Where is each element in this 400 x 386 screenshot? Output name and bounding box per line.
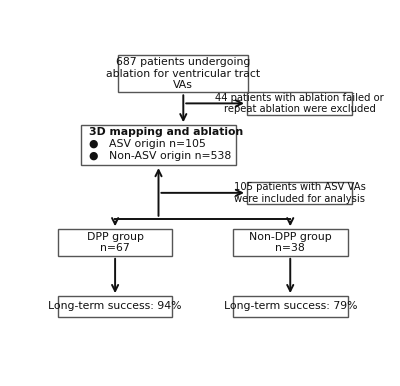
FancyBboxPatch shape — [58, 296, 172, 317]
FancyBboxPatch shape — [233, 229, 348, 256]
FancyBboxPatch shape — [247, 92, 352, 115]
FancyBboxPatch shape — [81, 125, 236, 165]
Text: Long-term success: 79%: Long-term success: 79% — [224, 301, 357, 312]
FancyBboxPatch shape — [233, 296, 348, 317]
Text: 105 patients with ASV VAs
were included for analysis: 105 patients with ASV VAs were included … — [234, 182, 366, 203]
FancyBboxPatch shape — [118, 55, 248, 92]
FancyBboxPatch shape — [247, 181, 352, 204]
Text: 3D mapping and ablation: 3D mapping and ablation — [89, 127, 243, 137]
Text: 44 patients with ablation failed or
repeat ablation were excluded: 44 patients with ablation failed or repe… — [215, 93, 384, 114]
Text: 687 patients undergoing
ablation for ventricular tract
VAs: 687 patients undergoing ablation for ven… — [106, 57, 260, 90]
Text: Non-DPP group
n=38: Non-DPP group n=38 — [249, 232, 332, 253]
Text: Long-term success: 94%: Long-term success: 94% — [48, 301, 182, 312]
FancyBboxPatch shape — [58, 229, 172, 256]
Text: ●   Non-ASV origin n=538: ● Non-ASV origin n=538 — [89, 151, 231, 161]
Text: ●   ASV origin n=105: ● ASV origin n=105 — [89, 139, 206, 149]
Text: DPP group
n=67: DPP group n=67 — [86, 232, 144, 253]
